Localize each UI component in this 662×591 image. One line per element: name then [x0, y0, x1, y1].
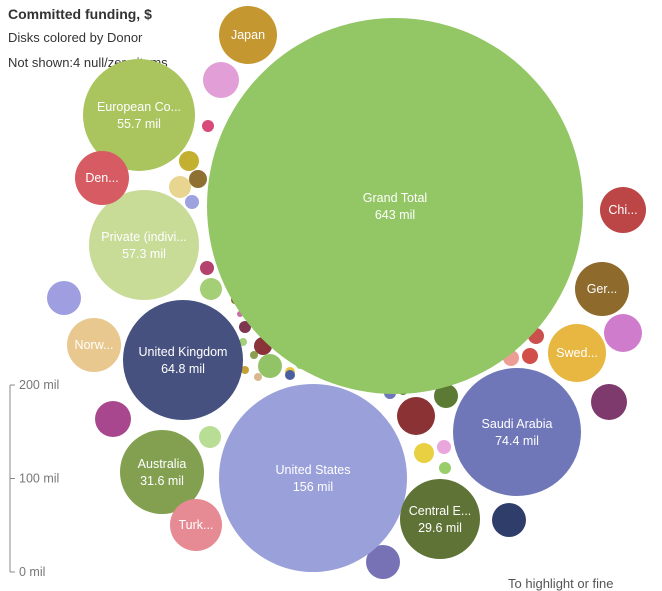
bubble-australia-label: Australia [138, 457, 187, 471]
bubble-european-co-value: 55.7 mil [117, 117, 161, 131]
small-bubble[interactable] [254, 373, 262, 381]
bubble-united-states-disk[interactable] [219, 384, 407, 572]
bubble-saudi-arabia-disk[interactable] [453, 368, 581, 496]
size-legend: 200 mil 100 mil 0 mil [9, 378, 59, 579]
bubble-norw-disk[interactable] [67, 318, 121, 372]
small-bubble[interactable] [439, 462, 451, 474]
small-bubble[interactable] [200, 278, 222, 300]
bubble-den[interactable]: Den... [75, 151, 129, 205]
bubble-central-e-disk[interactable] [400, 479, 480, 559]
size-legend-label: 100 mil [19, 472, 59, 486]
bubble-australia[interactable]: Australia 31.6 mil [120, 430, 204, 514]
bubble-turk-label: Turk... [179, 518, 214, 532]
bubble-private-indivi-value: 57.3 mil [122, 247, 166, 261]
bubble-grand-total-value: 643 mil [375, 208, 415, 222]
small-bubble[interactable] [202, 120, 214, 132]
bubble-united-states-label: United States [275, 463, 350, 477]
small-bubble[interactable] [591, 384, 627, 420]
small-bubbles-layer [47, 62, 642, 579]
small-bubble[interactable] [200, 261, 214, 275]
small-bubble[interactable] [241, 366, 249, 374]
bubble-european-co-label: European Co... [97, 100, 181, 114]
bubble-grand-total-disk[interactable] [207, 18, 583, 394]
chart-subtitle: Disks colored by Donor [8, 30, 143, 45]
bubble-chi[interactable]: Chi... [600, 187, 646, 233]
bubble-norw-label: Norw... [75, 338, 114, 352]
bubble-european-co-disk[interactable] [83, 59, 195, 171]
chart-title: Committed funding, $ [8, 6, 152, 22]
bubble-ger-label: Ger... [587, 282, 618, 296]
bubble-norw[interactable]: Norw... [67, 318, 121, 372]
bubble-saudi-arabia-value: 74.4 mil [495, 434, 539, 448]
small-bubble[interactable] [366, 545, 400, 579]
small-bubble[interactable] [47, 281, 81, 315]
bubble-chi-disk[interactable] [600, 187, 646, 233]
bubble-chi-label: Chi... [608, 203, 637, 217]
bubble-united-kingdom-disk[interactable] [123, 300, 243, 420]
bubble-turk-disk[interactable] [170, 499, 222, 551]
small-bubble[interactable] [522, 348, 538, 364]
size-legend-label: 0 mil [19, 565, 45, 579]
bubble-swed-label: Swed... [556, 346, 598, 360]
bubble-grand-total-label: Grand Total [363, 191, 427, 205]
bubble-den-disk[interactable] [75, 151, 129, 205]
bubble-united-states[interactable]: United States 156 mil [219, 384, 407, 572]
bubble-den-label: Den... [85, 171, 118, 185]
bubble-saudi-arabia[interactable]: Saudi Arabia 74.4 mil [453, 368, 581, 496]
small-bubble[interactable] [250, 351, 258, 359]
bubble-private-indivi-label: Private (indivi... [101, 230, 186, 244]
small-bubble[interactable] [95, 401, 131, 437]
bubble-turk[interactable]: Turk... [170, 499, 222, 551]
bubble-european-co[interactable]: European Co... 55.7 mil [83, 59, 195, 171]
small-bubble[interactable] [437, 440, 451, 454]
bubble-united-kingdom-value: 64.8 mil [161, 362, 205, 376]
bubble-australia-disk[interactable] [120, 430, 204, 514]
bubble-japan-label: Japan [231, 28, 265, 42]
small-bubble[interactable] [203, 62, 239, 98]
small-bubble[interactable] [189, 170, 207, 188]
bubbles-layer: Grand Total 643 mil United States 156 mil Sa… [67, 6, 646, 572]
size-legend-label: 200 mil [19, 378, 59, 392]
small-bubble[interactable] [239, 321, 251, 333]
bubble-united-kingdom-label: United Kingdom [139, 345, 228, 359]
small-bubble[interactable] [239, 338, 247, 346]
small-bubble[interactable] [258, 354, 282, 378]
small-bubble[interactable] [492, 503, 526, 537]
bubble-central-e[interactable]: Central E... 29.6 mil [400, 479, 480, 559]
bubble-ger[interactable]: Ger... [575, 262, 629, 316]
small-bubble[interactable] [434, 384, 458, 408]
small-bubble[interactable] [285, 370, 295, 380]
small-bubble[interactable] [199, 426, 221, 448]
small-bubble[interactable] [185, 195, 199, 209]
bubble-swed[interactable]: Swed... [548, 324, 606, 382]
small-bubble[interactable] [414, 443, 434, 463]
bubble-grand-total[interactable]: Grand Total 643 mil [207, 18, 583, 394]
bubble-saudi-arabia-label: Saudi Arabia [482, 417, 553, 431]
footer-hint: To highlight or fine [508, 576, 614, 591]
bubble-united-kingdom[interactable]: United Kingdom 64.8 mil [123, 300, 243, 420]
small-bubble[interactable] [169, 176, 191, 198]
bubble-swed-disk[interactable] [548, 324, 606, 382]
bubble-japan[interactable]: Japan [219, 6, 277, 64]
bubble-australia-value: 31.6 mil [140, 474, 184, 488]
bubble-central-e-value: 29.6 mil [418, 521, 462, 535]
bubble-united-states-value: 156 mil [293, 480, 333, 494]
bubble-private-indivi-disk[interactable] [89, 190, 199, 300]
bubble-private-indivi[interactable]: Private (indivi... 57.3 mil [89, 190, 199, 300]
small-bubble[interactable] [604, 314, 642, 352]
bubble-ger-disk[interactable] [575, 262, 629, 316]
small-bubble[interactable] [179, 151, 199, 171]
bubble-japan-disk[interactable] [219, 6, 277, 64]
bubble-central-e-label: Central E... [409, 504, 472, 518]
small-bubble[interactable] [397, 397, 435, 435]
